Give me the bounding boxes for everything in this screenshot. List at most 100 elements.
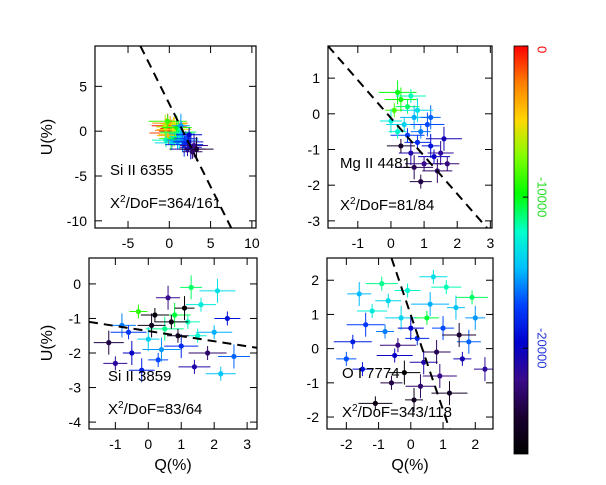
panel-label: Si II 3859	[108, 368, 171, 385]
chi2-value: /DoF=364/161	[126, 195, 222, 212]
x-tick-label: -5	[122, 235, 135, 251]
data-point	[231, 353, 237, 360]
data-point	[411, 114, 417, 120]
data-point	[168, 319, 174, 325]
data-point	[188, 284, 194, 290]
data-point	[163, 137, 169, 143]
fit-line	[139, 46, 233, 228]
fit-line	[328, 46, 488, 228]
data-point	[178, 123, 184, 129]
data-point	[418, 129, 424, 135]
plot-area	[333, 258, 493, 429]
x-tick-label: 0	[387, 235, 395, 251]
data-point	[404, 287, 411, 294]
x-tick-label: 1	[439, 436, 447, 452]
y-tick-label: -2	[308, 177, 321, 193]
data-point	[172, 312, 178, 318]
data-point	[404, 132, 411, 138]
data-point	[165, 118, 171, 124]
data-point	[472, 315, 478, 321]
data-point	[359, 366, 366, 372]
data-point	[438, 150, 444, 156]
y-tick-label: 0	[79, 123, 87, 139]
x-tick-label: 0	[165, 235, 173, 251]
data-point	[186, 132, 192, 138]
data-point	[350, 339, 356, 345]
x-tick-label: 1	[420, 235, 428, 251]
x-tick-label: 3	[486, 235, 494, 251]
fit-line	[89, 320, 257, 349]
data-point	[430, 274, 436, 280]
x-axis-title: Q(%)	[391, 457, 428, 474]
data-point	[158, 346, 165, 353]
data-point	[181, 305, 188, 311]
data-point	[414, 139, 421, 145]
panel-top-left: -5 0 5 10 5 0 -5 -10 Si II 6355 X2/DoF=364/161 U(%…	[39, 45, 260, 251]
chi2-prefix: X	[108, 401, 118, 418]
x-tick-label: 1	[177, 436, 185, 452]
y-tick-label: -4	[69, 414, 82, 430]
chi2-annotation: X2/DoF=364/161	[110, 194, 221, 212]
data-point	[129, 350, 135, 356]
data-point	[145, 336, 151, 342]
data-point	[417, 383, 424, 389]
data-point	[363, 322, 369, 328]
data-point	[418, 179, 424, 185]
data-point	[398, 143, 404, 149]
y-tick-label: 1	[312, 70, 320, 86]
data-point	[193, 146, 200, 152]
data-point	[398, 315, 404, 321]
data-point	[218, 371, 224, 377]
data-point	[394, 129, 401, 135]
data-point	[404, 104, 411, 110]
data-point	[408, 325, 414, 331]
panel-bottom-left: -1 0 1 2 30-1-2-3-4Si II 3859X2/DoF=83/64U(%…	[39, 257, 258, 474]
x-tick-label: 2	[453, 235, 461, 251]
data-point	[224, 315, 230, 322]
data-point	[428, 114, 434, 120]
data-point	[401, 369, 407, 376]
x-tick-label: -2	[340, 436, 353, 452]
data-point	[155, 357, 161, 363]
data-point	[198, 302, 204, 308]
x-tick-label: 2	[471, 436, 479, 452]
y-tick-label: -10	[67, 213, 87, 229]
data-point	[162, 326, 168, 332]
y-tick-label: -1	[308, 141, 321, 157]
x-tick-label: 0	[144, 436, 152, 452]
data-point	[214, 288, 221, 294]
colorbar-tick-label: -10000	[535, 177, 550, 217]
data-point	[428, 143, 434, 149]
y-axis-title: U(%)	[39, 119, 56, 155]
chi2-superscript: 2	[118, 400, 124, 411]
x-tick-label: -1	[109, 436, 122, 452]
data-point	[189, 149, 196, 155]
data-point	[388, 380, 395, 386]
data-point	[408, 150, 414, 156]
y-tick-label: -1	[69, 310, 82, 326]
panel-frame	[326, 257, 494, 430]
chi2-prefix: X	[110, 195, 120, 212]
x-tick-label: 5	[207, 235, 215, 251]
data-point	[139, 367, 145, 373]
y-tick-label: -3	[69, 380, 82, 396]
data-point	[125, 329, 132, 335]
data-point	[414, 107, 421, 113]
x-tick-label: 10	[244, 235, 260, 251]
data-point	[482, 366, 488, 372]
data-point	[444, 161, 450, 167]
y-tick-label: -5	[75, 168, 88, 184]
x-tick-label: -1	[352, 235, 365, 251]
chi2-annotation: X2/DoF=81/84	[340, 196, 434, 214]
panel-label: Si II 6355	[110, 162, 173, 179]
chi2-value: /DoF=83/64	[124, 401, 203, 418]
y-tick-label: 2	[311, 272, 319, 288]
fit-line	[390, 258, 451, 429]
y-tick-label: 1	[311, 306, 319, 322]
data-point	[401, 121, 407, 128]
data-point	[394, 89, 401, 95]
data-point	[459, 356, 465, 362]
data-point	[469, 294, 475, 300]
data-point	[152, 312, 158, 318]
